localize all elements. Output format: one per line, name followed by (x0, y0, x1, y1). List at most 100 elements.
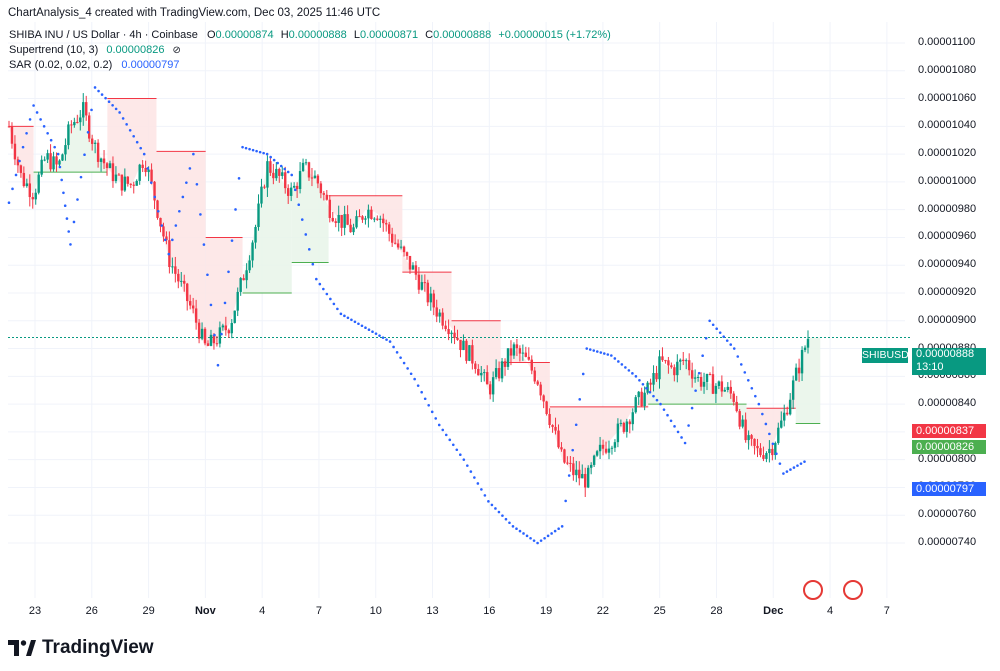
candle-body (349, 224, 352, 233)
candle (774, 441, 777, 460)
candle-body (230, 322, 233, 334)
candle-body (640, 391, 643, 406)
candle (432, 289, 435, 316)
candle (569, 456, 572, 472)
sar-dot (125, 123, 128, 126)
sar-dot (11, 187, 14, 191)
sar-dot (142, 152, 146, 156)
candle-body (355, 216, 358, 228)
tradingview-logo[interactable]: TradingView (8, 637, 154, 659)
sar-dot (121, 117, 125, 120)
candle-body (483, 372, 486, 374)
candle-body (364, 218, 367, 220)
candle (444, 320, 447, 332)
sar-dot (60, 178, 63, 182)
candle (269, 157, 272, 176)
sar-dot (62, 191, 65, 195)
candle-body (625, 421, 629, 432)
candle-body (488, 384, 492, 395)
candle (245, 263, 248, 289)
candle-body (322, 193, 326, 195)
candle (120, 174, 124, 196)
sar-dot (750, 386, 754, 390)
candle (7, 120, 11, 128)
candle-body (738, 411, 741, 427)
sar-dot (272, 158, 276, 162)
legend-sar[interactable]: SAR (0.02, 0.02, 0.2) 0.00000797 (9, 59, 180, 71)
visibility-icon[interactable]: ⊘ (172, 45, 181, 56)
time-tick-label: 10 (369, 605, 382, 617)
candle (153, 181, 156, 210)
sar-dot (216, 363, 220, 367)
candle-body (803, 347, 807, 350)
candle-body (55, 156, 58, 165)
sar-dot (796, 464, 799, 467)
supertrend-band (549, 390, 649, 481)
candle-body (655, 373, 658, 380)
candle (589, 462, 593, 475)
candle-body (177, 273, 180, 282)
candle-body (7, 126, 11, 128)
candle (367, 204, 370, 228)
candle-body (385, 223, 388, 225)
candle-body (661, 356, 664, 361)
sar-dot (585, 347, 589, 350)
sar-dot (416, 384, 420, 387)
sar-dot (581, 372, 585, 376)
candle-body (598, 444, 602, 452)
candle (174, 256, 177, 283)
candle-body (254, 227, 257, 243)
candle-body (497, 368, 501, 379)
candle (325, 190, 329, 201)
candle (604, 441, 608, 455)
candle (278, 167, 281, 183)
candle-body (536, 381, 539, 385)
candle (658, 350, 661, 389)
sar-dot (336, 307, 339, 311)
legend-supertrend[interactable]: Supertrend (10, 3) 0.00000826 ⊘ (9, 44, 181, 56)
candle-body (628, 421, 631, 425)
candle-body (61, 154, 64, 161)
candle-body (551, 425, 554, 427)
candle (209, 329, 213, 347)
candle-body (245, 270, 248, 281)
us-flag-event-icon[interactable] (803, 580, 823, 600)
time-tick-label: 22 (596, 605, 610, 617)
candle (25, 178, 29, 188)
candle-body (108, 163, 112, 169)
sar-dot (244, 146, 248, 150)
candle-body (438, 312, 441, 317)
legend-title: SHIBA INU / US Dollar · 4h · Coinbase (9, 29, 198, 41)
candle (581, 464, 584, 479)
candle-body (747, 435, 750, 441)
candle (676, 354, 679, 383)
candle-body (756, 445, 759, 449)
candle-body (664, 360, 667, 362)
candle-body (49, 153, 52, 170)
candle (619, 419, 623, 427)
candle (46, 149, 49, 164)
supertrend-band (242, 165, 292, 293)
candle-body (685, 360, 688, 362)
legend-ohlc[interactable]: SHIBA INU / US Dollar · 4h · Coinbase O0… (9, 29, 611, 41)
sar-dot (536, 541, 539, 545)
candle (165, 231, 168, 245)
candle (729, 380, 732, 399)
us-flag-event-icon[interactable] (843, 580, 863, 600)
supertrend-lines (9, 98, 821, 425)
price-tick-label: 0.00000740 (918, 536, 977, 548)
sar-dot (501, 514, 504, 517)
time-tick-label: Dec (763, 605, 784, 617)
sar-dot (28, 118, 32, 121)
sar-dot (789, 468, 792, 471)
candle (762, 446, 765, 462)
candle-body (791, 380, 795, 400)
legend-close: 0.00000888 (433, 29, 492, 41)
candle-body (46, 153, 49, 160)
candle-body (393, 242, 397, 244)
sar-dot (160, 224, 164, 227)
sar-dot (529, 536, 532, 540)
candle-body (592, 455, 596, 465)
candle-body (147, 169, 150, 173)
